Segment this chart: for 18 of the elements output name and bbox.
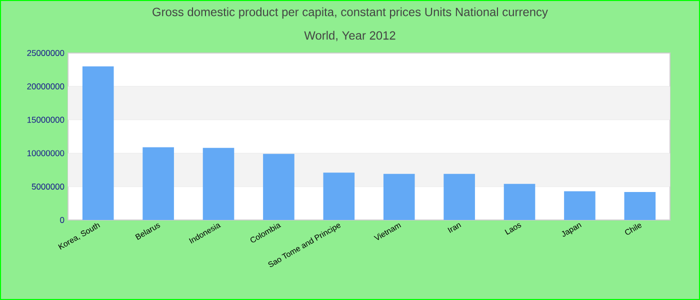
bar <box>142 147 174 220</box>
y-tick-label: 20000000 <box>27 83 64 90</box>
bar <box>82 66 114 220</box>
chart-subtitle: World, Year 2012 <box>304 30 396 42</box>
y-tick-label: 10000000 <box>27 150 64 156</box>
bar <box>202 148 234 220</box>
bar <box>444 174 475 220</box>
y-tick-label: 15000000 <box>27 116 64 123</box>
bar <box>564 191 596 220</box>
bar <box>624 192 656 220</box>
y-tick-label: 5000000 <box>32 184 64 190</box>
bar <box>263 154 294 220</box>
y-tick-label: 0 <box>60 217 64 223</box>
bar <box>383 174 415 220</box>
y-tick-label: 25000000 <box>27 50 64 56</box>
chart-title: Gross domestic product per capita, constant prices Units National currency <box>152 7 548 19</box>
bar <box>504 184 536 220</box>
bar <box>323 172 355 220</box>
